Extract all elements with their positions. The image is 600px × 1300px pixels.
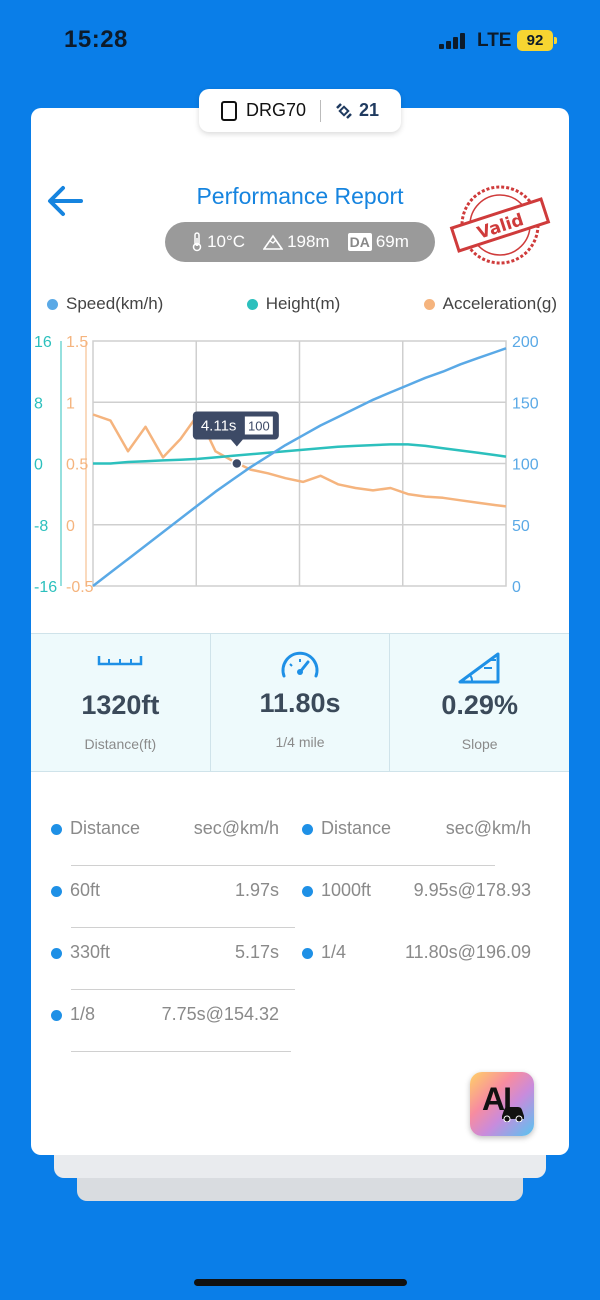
annotation-marker — [231, 457, 243, 470]
density-altitude-value: 69m — [375, 232, 409, 251]
split-label: 60ft — [70, 880, 101, 900]
legend-acceleration: Acceleration(g) — [423, 294, 557, 314]
split-row-line-top — [51, 818, 495, 868]
acceleration-series-line — [92, 413, 507, 508]
split-row-1000ft: 1000ft 9.95s@178.93 — [302, 880, 531, 930]
device-name: DRG70 — [245, 100, 306, 120]
valid-stamp: Valid — [449, 185, 551, 265]
split-label: 1/8 — [70, 1004, 96, 1024]
split-label: 330ft — [70, 942, 111, 962]
signal-icon — [439, 33, 469, 49]
speedometer-icon — [281, 651, 319, 678]
page-title: Performance Report — [196, 183, 404, 209]
split-row-eighth: 1/8 7.75s@154.32 — [51, 1004, 291, 1054]
altitude-item: 198m — [263, 232, 330, 252]
stats-panel: 1320ft Distance(ft) 11.80s 1/4 mile 0.29… — [31, 633, 569, 772]
chart-legend: Speed(km/h) Height(m) Acceleration(g) — [47, 294, 557, 314]
status-bar: 15:28 LTE 92 — [0, 0, 600, 80]
ai-assistant-button[interactable]: AI — [470, 1072, 534, 1136]
split-row-quarter: 1/4 11.80s@196.09 — [302, 942, 531, 992]
height-axis-tick: -8 — [34, 518, 48, 535]
annotation-speed: 100 — [248, 419, 270, 434]
ai-car-icon — [502, 1107, 524, 1122]
legend-height: Height(m) — [246, 294, 341, 314]
split-header-left: Distance sec@km/h — [51, 818, 279, 868]
acceleration-axis-tick: 0 — [66, 518, 75, 535]
acceleration-axis-tick: 1.5 — [66, 334, 88, 351]
home-indicator[interactable] — [194, 1279, 407, 1286]
annotation-tooltip-pointer — [230, 439, 243, 447]
split-value: 11.80s@196.09 — [404, 942, 531, 962]
density-altitude-item: DA 69m — [347, 232, 409, 252]
satellite-icon — [336, 102, 352, 119]
split-row-60ft: 60ft 1.97s — [51, 880, 295, 930]
height-axis-tick: 16 — [34, 334, 52, 351]
height-axis-tick: 0 — [34, 457, 43, 474]
stat-time-label: 1/4 mile — [275, 734, 325, 750]
acceleration-axis-tick: 1 — [66, 395, 75, 412]
legend-height-label: Height(m) — [265, 294, 341, 313]
da-badge: DA — [347, 233, 372, 251]
performance-chart[interactable]: 16 8 0 -8 -16 1.5 1 0.5 0 -0.5 200 150 100 50 0 4.11s 10… — [31, 330, 569, 615]
split-row-330ft: 330ft 5.17s — [51, 942, 295, 992]
temperature-value: 10°C — [207, 232, 246, 251]
altitude-value: 198m — [287, 232, 330, 251]
speed-axis-tick: 0 — [512, 579, 521, 596]
speed-axis-tick: 150 — [512, 395, 539, 412]
split-header-right-label: Distance — [321, 818, 392, 838]
split-header-right-value: sec@km/h — [445, 818, 531, 838]
speed-axis-tick: 200 — [512, 334, 539, 351]
legend-speed-label: Speed(km/h) — [66, 294, 164, 313]
phone-icon — [220, 100, 237, 121]
legend-acceleration-label: Acceleration(g) — [442, 294, 557, 313]
mountain-icon — [263, 234, 284, 250]
device-pill[interactable]: DRG70 21 — [199, 89, 401, 132]
stat-distance-label: Distance(ft) — [84, 736, 157, 752]
acceleration-axis-tick: 0.5 — [66, 457, 88, 474]
battery-icon: 92 — [517, 30, 557, 51]
split-label: 1000ft — [321, 880, 372, 900]
slope-icon — [458, 652, 500, 684]
annotation-time: 4.11s — [201, 418, 237, 435]
height-axis-tick: 8 — [34, 395, 43, 412]
split-value: 7.75s@154.32 — [161, 1004, 279, 1024]
annotation-speed-box — [244, 416, 273, 435]
thermometer-icon — [192, 232, 202, 252]
height-series-line — [93, 443, 507, 465]
speed-axis-tick: 50 — [512, 518, 530, 535]
speed-series-line — [92, 347, 507, 587]
network-type: LTE — [477, 30, 512, 51]
report-card: Performance Report 10°C 198m DA 69m — [31, 108, 569, 1155]
split-header-right: Distance sec@km/h — [302, 818, 531, 868]
split-header-left-label: Distance — [70, 818, 141, 838]
status-time: 15:28 — [64, 26, 128, 53]
split-value: 1.97s — [234, 880, 279, 900]
split-value: 9.95s@178.93 — [413, 880, 531, 900]
stat-distance: 1320ft Distance(ft) — [31, 634, 210, 771]
temperature-item: 10°C — [191, 232, 245, 252]
stat-slope: 0.29% Slope — [389, 634, 569, 771]
split-header-left-value: sec@km/h — [193, 818, 279, 838]
back-arrow-icon[interactable] — [45, 183, 85, 219]
stat-time-value: 11.80s — [259, 688, 341, 718]
stat-slope-label: Slope — [461, 736, 498, 752]
acceleration-axis-tick: -0.5 — [66, 579, 94, 596]
split-label: 1/4 — [321, 942, 347, 962]
stat-distance-value: 1320ft — [81, 690, 160, 720]
satellite-count: 21 — [359, 100, 380, 120]
height-axis-tick: -16 — [34, 579, 57, 596]
conditions-pill: 10°C 198m DA 69m — [165, 222, 435, 262]
legend-speed: Speed(km/h) — [47, 294, 163, 314]
split-value: 5.17s — [234, 942, 279, 962]
speed-axis-tick: 100 — [512, 457, 539, 474]
stat-time: 11.80s 1/4 mile — [209, 634, 390, 771]
ruler-icon — [98, 656, 143, 666]
stat-slope-value: 0.29% — [441, 690, 518, 720]
